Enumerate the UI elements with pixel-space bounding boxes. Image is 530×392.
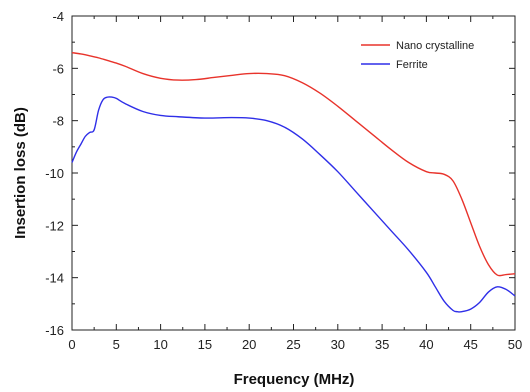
plot-frame [71,15,516,331]
y-tick-label: -8 [52,114,64,129]
y-tick-label: -6 [52,61,64,76]
x-tick-label: 5 [113,337,120,352]
x-tick-label: 25 [286,337,300,352]
axis-ticks: 0 5 10 15 20 25 30 35 40 45 50 -16 -14 -12 -10 -8 -6 -4 [45,9,522,352]
x-tick-label: 45 [463,337,477,352]
x-tick-label: 50 [508,337,522,352]
y-axis-title: Insertion loss (dB) [12,107,29,239]
y-tick-label: -14 [45,271,64,286]
y-tick-label: -4 [52,9,64,24]
y-tick-label: -12 [45,218,64,233]
x-tick-label: 0 [68,337,75,352]
x-axis-title: Frequency (MHz) [234,371,355,388]
x-tick-label: 35 [375,337,389,352]
series-line-0 [71,51,516,277]
x-tick-label: 20 [242,337,256,352]
y-tick-label: -16 [45,323,64,338]
x-tick-label: 40 [419,337,433,352]
x-tick-label: 15 [198,337,212,352]
x-tick-label: 30 [331,337,345,352]
legend-label-1: Ferrite [396,59,428,71]
legend: Nano crystalline Ferrite [361,40,474,71]
x-tick-label: 10 [153,337,167,352]
series-line-1 [71,96,516,313]
y-tick-label: -10 [45,166,64,181]
series-lines [71,51,516,313]
plot-area [71,15,516,331]
legend-label-0: Nano crystalline [396,40,474,52]
